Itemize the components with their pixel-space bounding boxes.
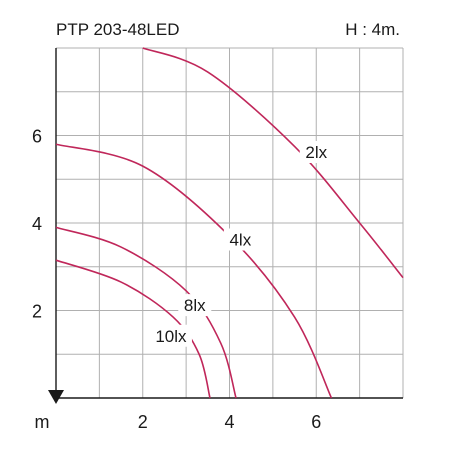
curve-label-background (223, 228, 257, 251)
curve-label-background (149, 324, 192, 347)
isolux-curve-2lx (142, 47, 404, 279)
curve-label-4lx: 4lx (229, 231, 251, 250)
y-tick-label: 6 (32, 127, 42, 147)
x-tick-label: 2 (138, 412, 148, 432)
curve-label-background (299, 141, 333, 163)
x-tick-label: 6 (311, 412, 321, 432)
curve-label-10lx: 10lx (155, 327, 187, 346)
mounting-height-label: H : 4m. (345, 20, 400, 39)
curve-label-background (178, 294, 212, 317)
x-tick-label: 4 (224, 412, 234, 432)
curve-label-8lx: 8lx (184, 296, 206, 315)
x-axis-unit-label: m (35, 412, 50, 432)
isolux-curve-8lx (55, 226, 237, 399)
isolux-curve-10lx (55, 259, 211, 399)
y-tick-label: 2 (32, 302, 42, 322)
isolux-curve-4lx (55, 143, 333, 399)
origin-arrow-icon (48, 390, 64, 404)
curve-label-2lx: 2lx (305, 143, 327, 162)
y-tick-label: 4 (32, 214, 42, 234)
chart-title: PTP 203-48LED (56, 20, 180, 39)
